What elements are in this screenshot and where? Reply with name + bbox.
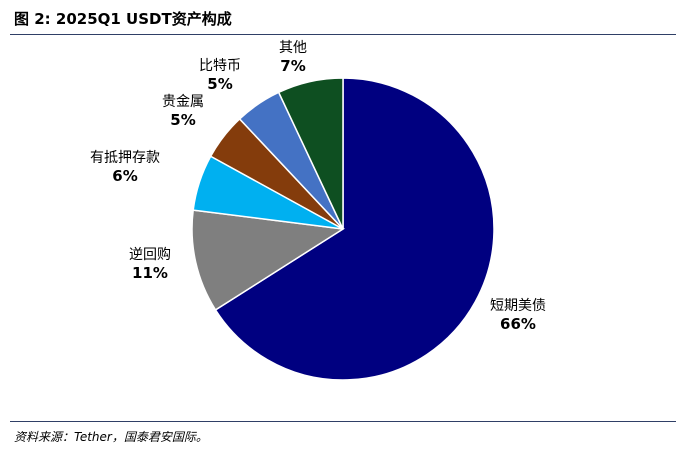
source-divider <box>10 421 676 422</box>
pie-slices <box>191 77 495 381</box>
slice-label-6: 其他 <box>279 40 307 56</box>
slice-label-4: 贵金属 <box>162 94 204 110</box>
pie-slice-6 <box>277 77 344 230</box>
slice-value-label-2: 11% <box>132 264 168 282</box>
slice-value-label-4: 5% <box>170 111 195 129</box>
source-note: 资料来源：Tether，国泰君安国际。 <box>14 430 208 444</box>
slice-value-label-5: 5% <box>207 75 232 93</box>
title-divider <box>10 34 676 35</box>
pie-slice-2 <box>191 209 346 311</box>
slice-label-1: 短期美债 <box>490 298 546 314</box>
pie-slice-1 <box>214 77 495 381</box>
slice-value-label-1: 66% <box>500 315 536 333</box>
slice-label-3: 有抵押存款 <box>90 150 160 166</box>
slice-value-label-3: 6% <box>112 167 137 185</box>
chart-title: 图 2: 2025Q1 USDT资产构成 <box>14 10 232 28</box>
slice-label-2: 逆回购 <box>129 247 171 263</box>
slice-value-label-6: 7% <box>280 57 305 75</box>
slice-label-5: 比特币 <box>199 58 241 74</box>
